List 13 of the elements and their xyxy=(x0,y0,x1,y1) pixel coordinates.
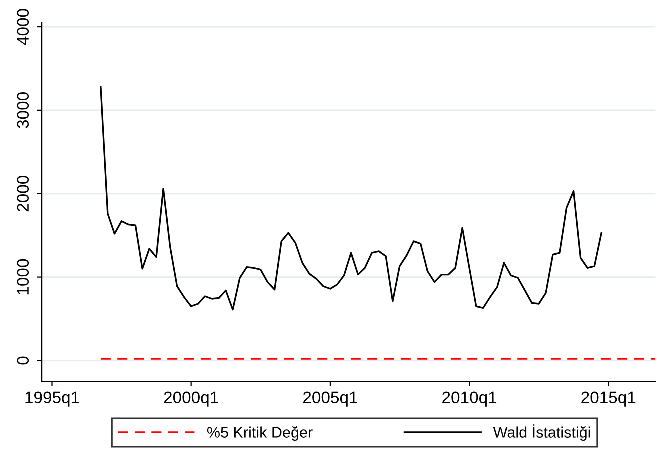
y-tick-label: 0 xyxy=(17,356,30,365)
line-series xyxy=(100,86,602,311)
x-tick-label: 1995q1 xyxy=(26,392,80,407)
x-tick-label: 2000q1 xyxy=(164,392,218,407)
x-tick-label: 2010q1 xyxy=(442,392,497,407)
legend-label: Wald İstatistiği xyxy=(493,424,590,441)
y-tick-label: 2000 xyxy=(17,176,30,212)
y-tick-label: 3000 xyxy=(17,92,30,128)
y-tick-label: 4000 xyxy=(17,9,30,46)
legend-label: %5 Kritik Değer xyxy=(207,426,313,441)
y-tick-label: 1000 xyxy=(17,259,30,295)
x-tick-label: 2015q1 xyxy=(582,392,636,407)
x-tick-label: 2005q1 xyxy=(304,392,358,407)
